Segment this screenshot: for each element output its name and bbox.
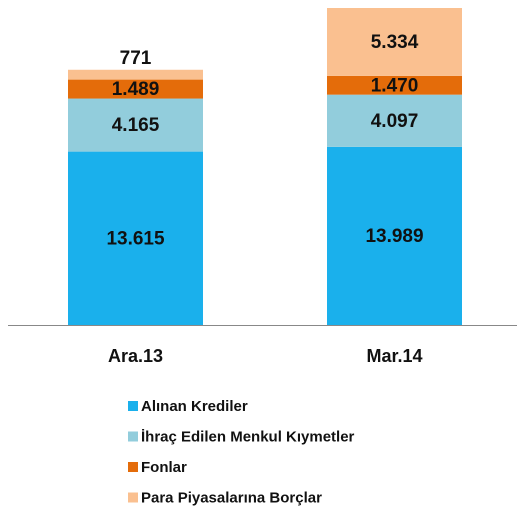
bar-segment — [68, 69, 203, 80]
bar-segment — [327, 94, 462, 147]
value-label: 1.470 — [371, 75, 419, 96]
legend-swatch — [128, 401, 138, 411]
bar-segment — [327, 8, 462, 76]
value-label: 771 — [120, 48, 152, 69]
legend-swatch — [128, 492, 138, 503]
value-label: 5.334 — [371, 32, 419, 53]
bar-segment — [68, 98, 203, 152]
legend-label: Para Piyasalarına Borçlar — [141, 489, 322, 506]
x-tick-label: Mar.14 — [366, 346, 422, 366]
bar-segment — [68, 151, 203, 325]
legend-swatch — [128, 431, 138, 442]
x-tick-label: Ara.13 — [108, 346, 163, 366]
value-label: 13.615 — [106, 228, 165, 249]
legend-label: Fonlar — [141, 459, 187, 476]
legend-swatch — [128, 462, 138, 472]
value-label: 1.489 — [112, 79, 160, 100]
value-label: 13.989 — [365, 226, 423, 247]
value-label: 4.165 — [112, 115, 160, 136]
legend-label: Alınan Krediler — [141, 398, 248, 415]
bar-segment — [68, 79, 203, 99]
legend-label: İhraç Edilen Menkul Kıymetler — [141, 428, 355, 445]
bar-segment — [327, 146, 462, 325]
value-label: 4.097 — [371, 111, 419, 132]
bar-segment — [327, 75, 462, 95]
